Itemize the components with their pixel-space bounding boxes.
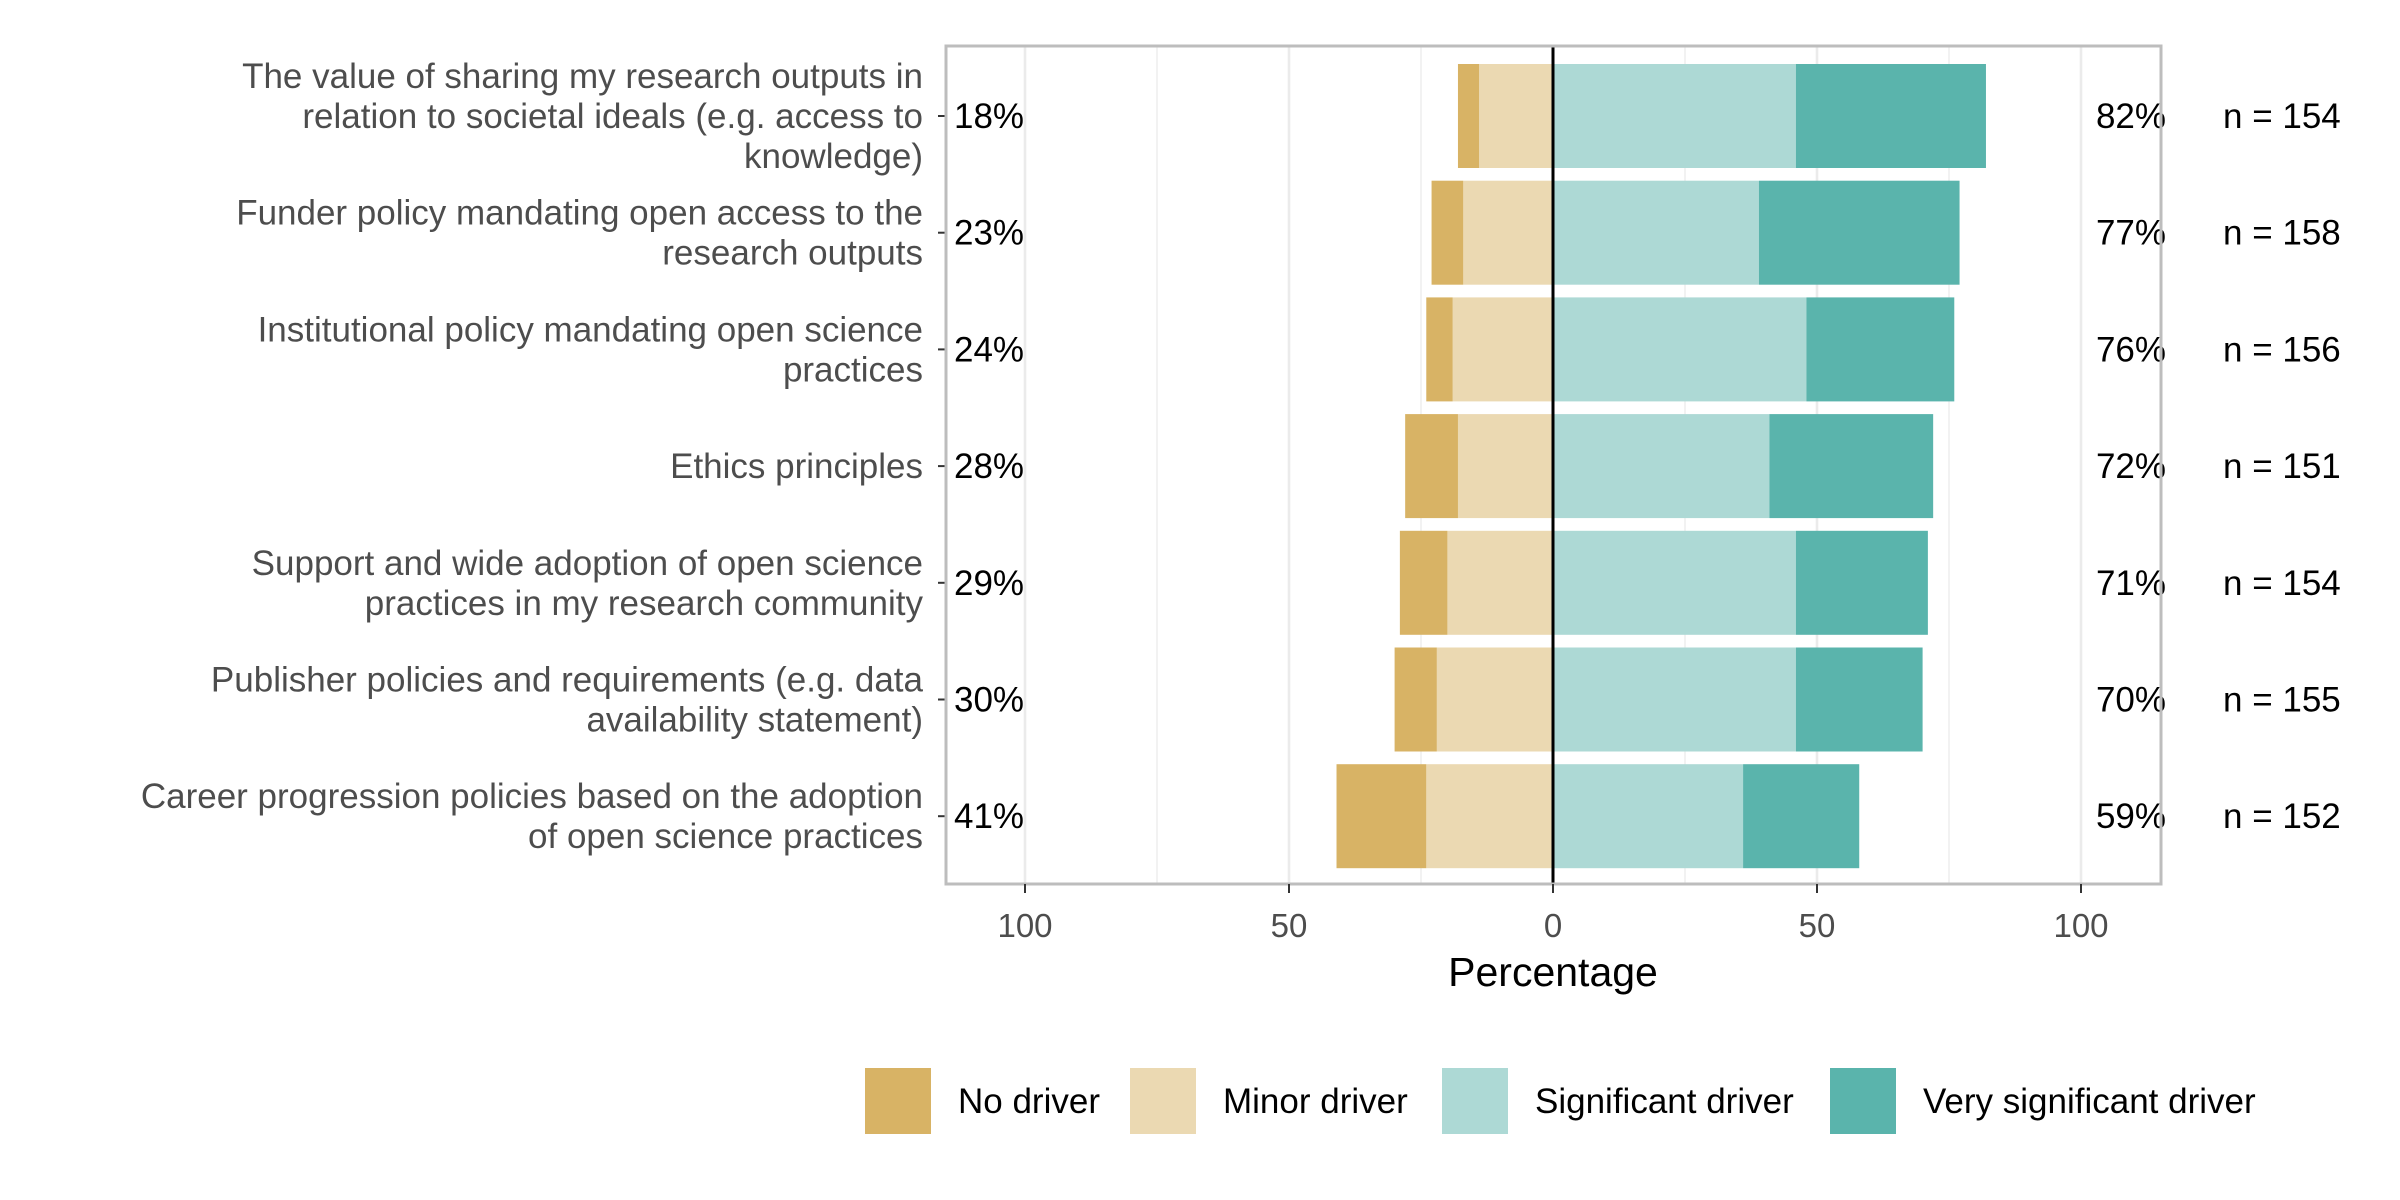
n-label: n = 154 bbox=[2223, 97, 2341, 136]
legend-key-minor-driver bbox=[1128, 1066, 1198, 1136]
bar-very-significant-driver bbox=[1758, 180, 1960, 285]
left-total-label: 29% bbox=[954, 564, 1024, 603]
n-label: n = 154 bbox=[2223, 564, 2341, 603]
left-total-label: 28% bbox=[954, 447, 1024, 486]
n-label: n = 156 bbox=[2223, 330, 2341, 369]
bar-no-driver bbox=[1336, 764, 1427, 869]
bar-very-significant-driver bbox=[1795, 64, 1986, 168]
legend-label-significant-driver: Significant driver bbox=[1535, 1082, 1794, 1121]
bar-significant-driver bbox=[1553, 180, 1759, 285]
bar-minor-driver bbox=[1452, 297, 1553, 402]
category-label: Funder policy mandating open access to t… bbox=[236, 194, 923, 273]
bar-no-driver bbox=[1426, 297, 1453, 402]
bar-no-driver bbox=[1394, 647, 1437, 752]
bar-minor-driver bbox=[1479, 64, 1553, 168]
x-tick-label: 100 bbox=[997, 907, 1052, 944]
x-axis-title: Percentage bbox=[1448, 949, 1658, 995]
x-tick-label: 50 bbox=[1799, 907, 1836, 944]
right-total-label: 59% bbox=[2096, 797, 2166, 836]
bar-minor-driver bbox=[1426, 764, 1553, 869]
bar-minor-driver bbox=[1436, 647, 1553, 752]
left-total-label: 18% bbox=[954, 97, 1024, 136]
legend-label-very-significant-driver: Very significant driver bbox=[1923, 1082, 2256, 1121]
n-label: n = 155 bbox=[2223, 681, 2341, 720]
legend-label-minor-driver: Minor driver bbox=[1223, 1082, 1408, 1121]
bar-very-significant-driver bbox=[1743, 764, 1860, 869]
category-label: The value of sharing my research outputs… bbox=[242, 57, 923, 176]
left-total-label: 30% bbox=[954, 681, 1024, 720]
x-tick-label: 50 bbox=[1271, 907, 1308, 944]
bar-significant-driver bbox=[1553, 530, 1796, 635]
right-total-label: 72% bbox=[2096, 447, 2166, 486]
bar-no-driver bbox=[1399, 530, 1448, 635]
bar-very-significant-driver bbox=[1795, 530, 1928, 635]
legend-key-significant-driver bbox=[1440, 1066, 1510, 1136]
left-total-label: 41% bbox=[954, 797, 1024, 836]
right-total-label: 70% bbox=[2096, 681, 2166, 720]
bar-significant-driver bbox=[1553, 764, 1744, 869]
legend-label-no-driver: No driver bbox=[958, 1082, 1100, 1121]
category-label: Career progression policies based on the… bbox=[141, 777, 923, 856]
left-total-label: 24% bbox=[954, 330, 1024, 369]
legend-key-no-driver bbox=[863, 1066, 933, 1136]
right-total-label: 71% bbox=[2096, 564, 2166, 603]
n-label: n = 158 bbox=[2223, 214, 2341, 253]
right-total-label: 77% bbox=[2096, 214, 2166, 253]
bar-significant-driver bbox=[1553, 414, 1770, 519]
right-total-label: 82% bbox=[2096, 97, 2166, 136]
bar-very-significant-driver bbox=[1806, 297, 1955, 402]
category-label: Publisher policies and requirements (e.g… bbox=[211, 661, 924, 740]
bar-no-driver bbox=[1457, 64, 1480, 168]
bar-very-significant-driver bbox=[1795, 647, 1923, 752]
x-tick-label: 100 bbox=[2053, 907, 2108, 944]
n-label: n = 151 bbox=[2223, 447, 2341, 486]
category-label: Support and wide adoption of open scienc… bbox=[252, 544, 924, 623]
category-label: Ethics principles bbox=[670, 447, 923, 486]
n-label: n = 152 bbox=[2223, 797, 2341, 836]
bar-minor-driver bbox=[1447, 530, 1553, 635]
bar-significant-driver bbox=[1553, 647, 1796, 752]
bar-minor-driver bbox=[1457, 414, 1553, 519]
bar-very-significant-driver bbox=[1769, 414, 1934, 519]
left-total-label: 23% bbox=[954, 214, 1024, 253]
x-tick-label: 0 bbox=[1544, 907, 1562, 944]
category-label: Institutional policy mandating open scie… bbox=[258, 310, 923, 389]
bar-significant-driver bbox=[1553, 297, 1807, 402]
bar-significant-driver bbox=[1553, 64, 1796, 168]
right-total-label: 76% bbox=[2096, 330, 2166, 369]
bar-no-driver bbox=[1405, 414, 1458, 519]
bar-no-driver bbox=[1431, 180, 1464, 285]
legend-key-very-significant-driver bbox=[1828, 1066, 1898, 1136]
bar-minor-driver bbox=[1463, 180, 1553, 285]
